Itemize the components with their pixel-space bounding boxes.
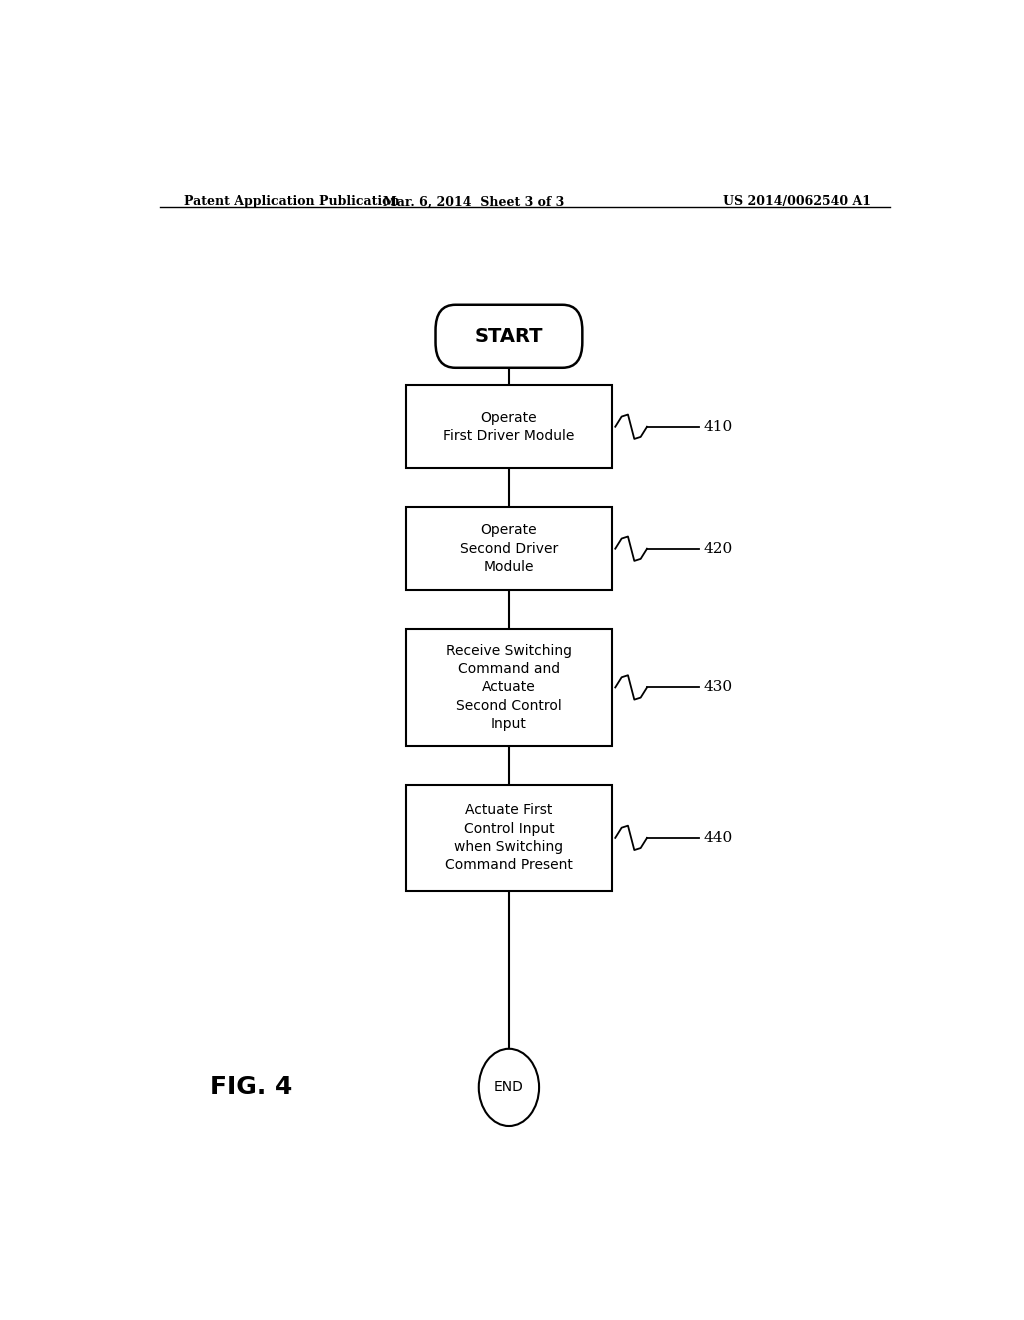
- Text: US 2014/0062540 A1: US 2014/0062540 A1: [723, 195, 871, 209]
- Circle shape: [479, 1049, 539, 1126]
- Text: 410: 410: [703, 420, 732, 434]
- Text: Actuate First
Control Input
when Switching
Command Present: Actuate First Control Input when Switchi…: [445, 804, 572, 873]
- Text: Operate
Second Driver
Module: Operate Second Driver Module: [460, 523, 558, 574]
- Text: Operate
First Driver Module: Operate First Driver Module: [443, 411, 574, 444]
- Text: FIG. 4: FIG. 4: [210, 1076, 292, 1100]
- Text: 440: 440: [703, 830, 732, 845]
- Text: Receive Switching
Command and
Actuate
Second Control
Input: Receive Switching Command and Actuate Se…: [445, 644, 572, 731]
- Text: 420: 420: [703, 541, 732, 556]
- Text: Mar. 6, 2014  Sheet 3 of 3: Mar. 6, 2014 Sheet 3 of 3: [383, 195, 564, 209]
- FancyBboxPatch shape: [406, 507, 612, 590]
- FancyBboxPatch shape: [406, 630, 612, 746]
- Text: Patent Application Publication: Patent Application Publication: [183, 195, 399, 209]
- FancyBboxPatch shape: [406, 385, 612, 469]
- FancyBboxPatch shape: [406, 784, 612, 891]
- FancyBboxPatch shape: [435, 305, 583, 368]
- Text: 430: 430: [703, 680, 732, 694]
- Text: START: START: [475, 327, 543, 346]
- Text: END: END: [494, 1080, 524, 1094]
